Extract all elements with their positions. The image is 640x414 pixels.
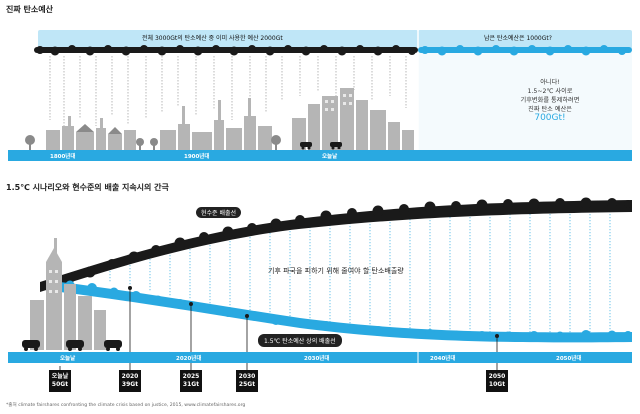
remaining-budget-label: 남은 탄소예산은 1000Gt? bbox=[484, 35, 552, 42]
timeline1-1800s: 1800년대 bbox=[50, 154, 76, 160]
scenario-emission-tag: 1.5℃ 탄소예산 상의 배출선 bbox=[258, 334, 342, 347]
milestone-2025: 2025 31Gt bbox=[180, 370, 202, 392]
cars-section2 bbox=[22, 340, 122, 351]
remaining-budget-band bbox=[418, 30, 632, 50]
real-budget-note: 아니다! 1.5~2℃ 사이로 기후변화를 통제하려면 진짜 탄소 예산은 70… bbox=[490, 78, 610, 123]
timeline2-2030s: 2030년대 bbox=[304, 356, 330, 362]
source-footnote: *출처 climate fairshares confronting the c… bbox=[6, 403, 246, 408]
current-emission-tag: 현수준 배출선 bbox=[196, 207, 242, 218]
timeline1-1900s: 1900년대 bbox=[184, 154, 210, 160]
milestone-value: 50Gt bbox=[51, 381, 69, 388]
section2-title: 1.5℃ 시나리오와 현수준의 배출 지속시의 간극 bbox=[6, 183, 169, 192]
gap-dotted-lines bbox=[109, 208, 611, 336]
remaining-smoke-cloud bbox=[418, 45, 632, 56]
city-section2 bbox=[30, 238, 106, 350]
timeline-bar-1 bbox=[8, 150, 632, 161]
timeline1-today: 오늘날 bbox=[322, 154, 338, 160]
milestone-2050: 2050 10Gt bbox=[486, 370, 508, 392]
note-line-4: 진짜 탄소 예산은 bbox=[528, 106, 572, 113]
scenario-emission-line bbox=[60, 280, 632, 343]
milestone-year: 2030 bbox=[238, 373, 256, 380]
used-smoke-cloud bbox=[34, 45, 418, 56]
carbon-budget-illustration bbox=[8, 30, 632, 162]
milestone-value: 39Gt bbox=[121, 381, 139, 388]
milestone-year: 오늘날 bbox=[51, 373, 69, 380]
cars-today bbox=[300, 142, 342, 150]
milestone-year: 2050 bbox=[488, 373, 506, 380]
emission-dotted-lines bbox=[49, 56, 407, 128]
timeline2-today: 오늘날 bbox=[60, 356, 76, 362]
milestone-value: 10Gt bbox=[488, 381, 506, 388]
timeline-bar-2 bbox=[8, 352, 632, 363]
milestone-year: 2025 bbox=[182, 373, 200, 380]
note-line-2: 1.5~2℃ 사이로 bbox=[527, 88, 573, 95]
used-budget-label: 전체 3000Gt의 탄소예산 중 이미 사용한 예산 2000Gt bbox=[142, 35, 283, 42]
town-1900s bbox=[160, 98, 272, 150]
gap-label: 기후 파국을 피하기 위해 줄여야 할 탄소배출량 bbox=[268, 267, 404, 275]
timeline2-2050s: 2050년대 bbox=[556, 356, 582, 362]
milestone-2020: 2020 39Gt bbox=[119, 370, 141, 392]
milestone-2030: 2030 25Gt bbox=[236, 370, 258, 392]
note-line-3: 기후변화를 통제하려면 bbox=[520, 97, 580, 104]
timeline2-2020s: 2020년대 bbox=[176, 356, 202, 362]
milestone-today: 오늘날 50Gt bbox=[49, 370, 71, 392]
milestone-value: 25Gt bbox=[238, 381, 256, 388]
milestone-year: 2020 bbox=[121, 373, 139, 380]
town-1800s bbox=[46, 116, 136, 150]
note-value: 700Gt! bbox=[534, 113, 566, 123]
note-line-1: 아니다! bbox=[540, 79, 560, 86]
section1-title: 진짜 탄소예산 bbox=[6, 5, 53, 14]
city-today bbox=[292, 88, 414, 150]
timeline2-2040s: 2040년대 bbox=[430, 356, 456, 362]
used-budget-band bbox=[38, 30, 418, 50]
milestone-value: 31Gt bbox=[182, 381, 200, 388]
remaining-budget-area bbox=[418, 50, 632, 156]
current-emission-line bbox=[40, 197, 632, 292]
